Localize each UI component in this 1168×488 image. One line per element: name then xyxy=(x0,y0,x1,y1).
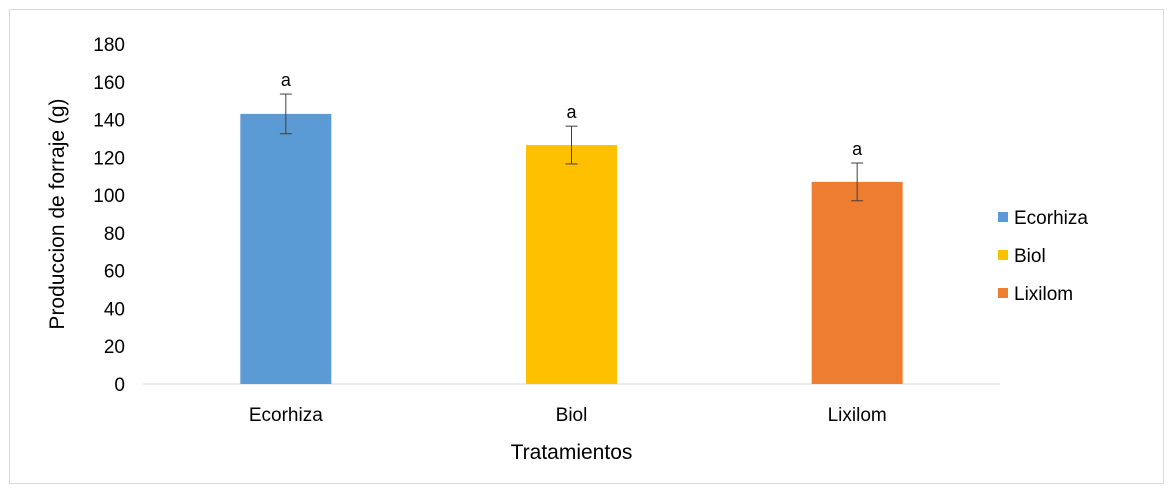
y-tick-label: 180 xyxy=(93,35,125,56)
legend-label: Ecorhiza xyxy=(1014,208,1088,229)
y-tick-label: 0 xyxy=(114,375,125,396)
significance-labels: a a a xyxy=(281,70,863,159)
x-tick-label: Ecorhiza xyxy=(249,405,323,426)
bars xyxy=(240,113,903,384)
x-tick-label: Lixilom xyxy=(828,405,887,426)
x-axis-title: Tratamientos xyxy=(511,441,633,464)
y-tick-label: 60 xyxy=(104,262,125,283)
significance-label: a xyxy=(566,102,577,122)
y-tick-label: 100 xyxy=(93,186,125,207)
y-axis-title: Produccion de forraje (g) xyxy=(46,98,69,329)
y-axis-tick-labels: 0 20 40 60 80 100 120 140 160 180 xyxy=(93,35,125,396)
error-bars xyxy=(279,93,864,202)
bar-lixilom xyxy=(811,181,903,384)
y-tick-label: 160 xyxy=(93,73,125,94)
legend-label: Biol xyxy=(1014,246,1046,267)
y-tick-label: 140 xyxy=(93,111,125,132)
significance-label: a xyxy=(852,139,863,159)
bar-biol xyxy=(526,145,617,384)
legend-label: Lixilom xyxy=(1014,284,1073,305)
y-tick-label: 80 xyxy=(104,224,125,245)
x-tick-label: Biol xyxy=(556,405,588,426)
legend-swatch-biol xyxy=(998,250,1008,260)
significance-label: a xyxy=(281,70,292,90)
x-axis-tick-labels: Ecorhiza Biol Lixilom xyxy=(249,405,887,426)
y-tick-label: 20 xyxy=(104,337,125,358)
bar-ecorhiza xyxy=(240,113,332,384)
legend-swatch-ecorhiza xyxy=(998,212,1008,222)
legend-swatch-lixilom xyxy=(998,288,1008,298)
legend: Ecorhiza Biol Lixilom xyxy=(998,208,1088,305)
y-tick-label: 40 xyxy=(104,299,125,320)
y-tick-label: 120 xyxy=(93,148,125,169)
